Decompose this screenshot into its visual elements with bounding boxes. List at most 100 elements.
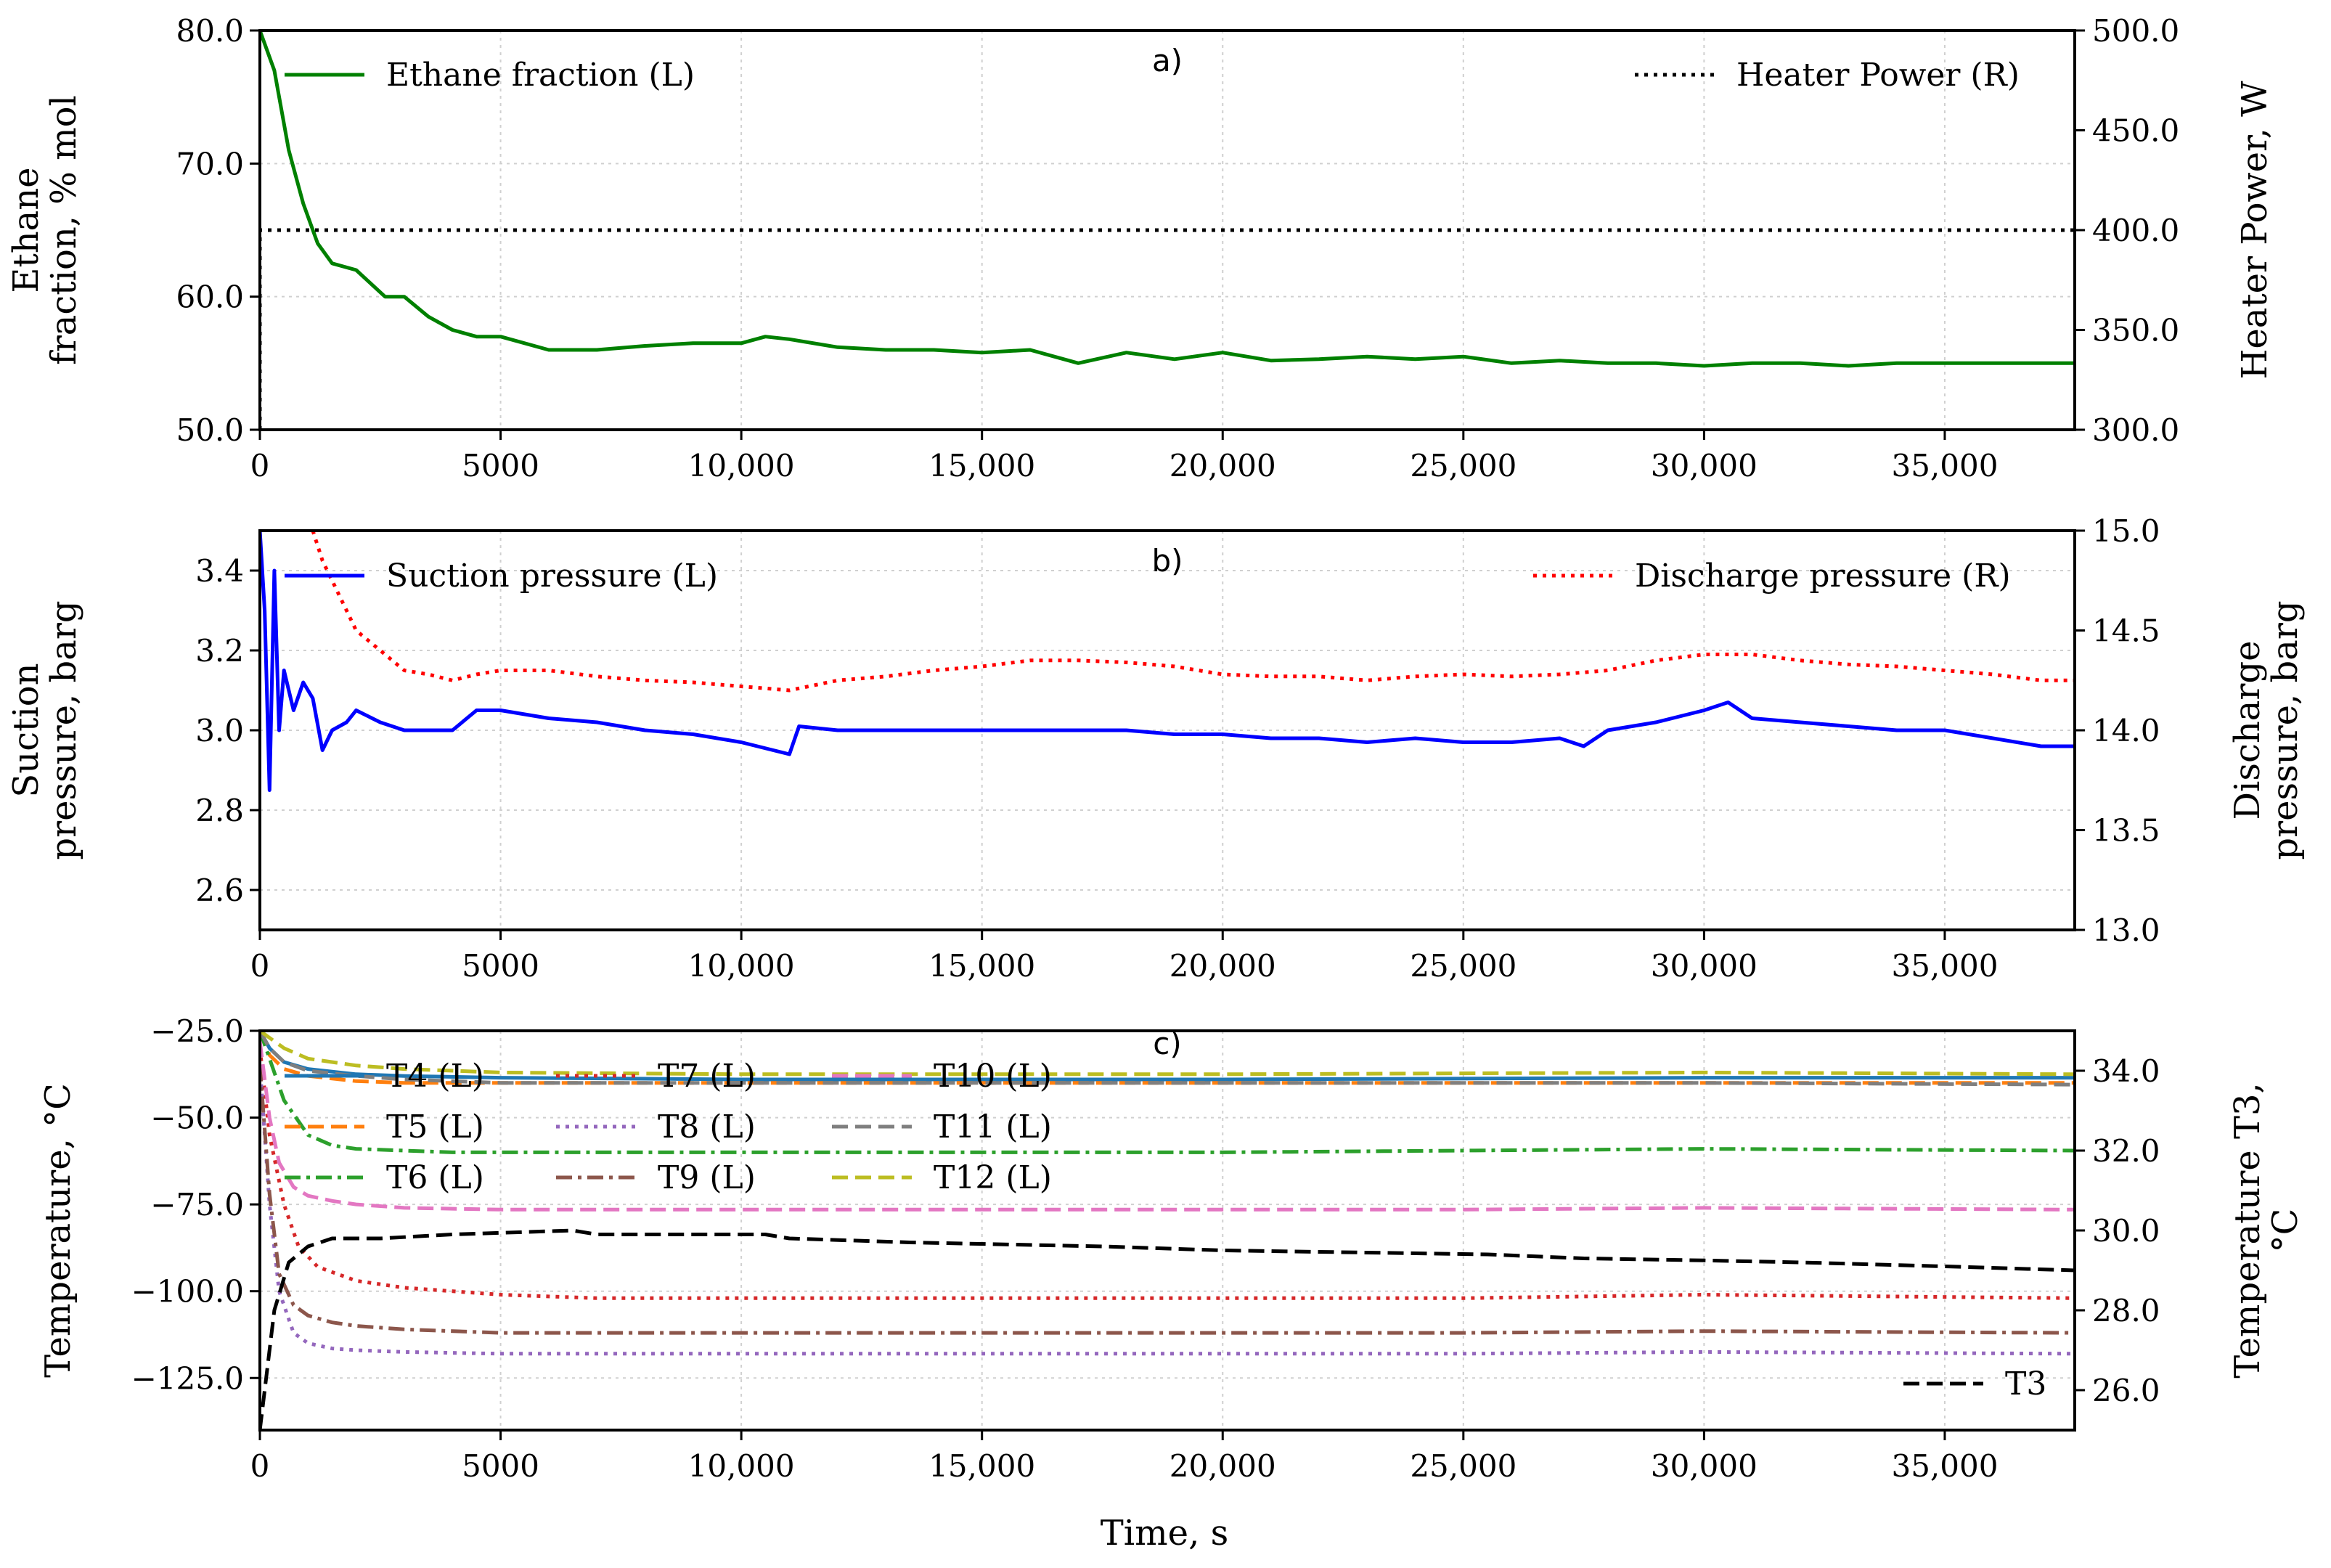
legend-label: Suction pressure (L) <box>386 558 718 595</box>
y-right-tick-label: 34.0 <box>2092 1053 2160 1089</box>
y-right-tick-label: 450.0 <box>2092 113 2179 149</box>
y-right-tick-label: 32.0 <box>2092 1133 2160 1169</box>
x-tick-label: 35,000 <box>1891 948 1998 984</box>
y-right-tick-label: 14.0 <box>2092 713 2160 748</box>
y-right-tick-label: 13.0 <box>2092 912 2160 948</box>
legend-entry: Discharge pressure (R) <box>1533 558 2011 595</box>
legend-label: T6 (L) <box>386 1159 484 1196</box>
x-tick-label: 25,000 <box>1410 1448 1516 1484</box>
x-tick-label: 35,000 <box>1891 448 1998 483</box>
legend-label: T3 <box>2005 1365 2046 1402</box>
legend-entry: T6 (L) <box>285 1159 484 1196</box>
x-tick-label: 20,000 <box>1169 948 1276 984</box>
y-left-tick-label: 3.0 <box>195 713 244 748</box>
y-right-axis-label: pressure, barg <box>2265 600 2306 859</box>
x-tick-label: 0 <box>250 948 270 984</box>
x-tick-label: 20,000 <box>1169 448 1276 483</box>
x-tick-label: 35,000 <box>1891 1448 1998 1484</box>
y-right-tick-label: 26.0 <box>2092 1373 2160 1408</box>
series-group <box>260 1031 2075 1430</box>
x-tick-label: 5000 <box>462 1448 539 1484</box>
y-left-axis-label: fraction, % mol <box>44 95 84 365</box>
y-left-tick-label: −125.0 <box>131 1360 244 1396</box>
series-line-t11 <box>260 1031 2075 1087</box>
x-tick-label: 10,000 <box>688 948 795 984</box>
y-right-axis-label: °C <box>2265 1209 2306 1253</box>
legend-label: Ethane fraction (L) <box>386 57 695 94</box>
legend-entry: T5 (L) <box>285 1108 484 1146</box>
y-left-tick-label: 2.6 <box>195 873 244 908</box>
y-right-axis-label: Heater Power, W <box>2234 81 2275 380</box>
panel-label: c) <box>1153 1026 1181 1061</box>
legend-entry: T12 (L) <box>832 1159 1052 1196</box>
legend-entry: T4 (L) <box>285 1058 484 1095</box>
x-tick-label: 30,000 <box>1651 1448 1758 1484</box>
chart-panels: 0 5000 10,000 15,000 20,000 25,000 30,000 35,00… <box>6 13 2306 1484</box>
y-left-tick-label: −50.0 <box>150 1101 244 1136</box>
series-line-t7 <box>260 1048 2075 1300</box>
panel-2: 0 5000 10,000 15,000 20,000 25,000 30,000 35,00… <box>6 513 2306 984</box>
series-group <box>260 531 2075 792</box>
legend-entry: T9 (L) <box>556 1159 756 1196</box>
series-group <box>260 30 2075 430</box>
y-right-tick-label: 13.5 <box>2092 813 2160 849</box>
y-left-tick-label: 3.2 <box>195 633 244 669</box>
y-left-tick-label: 70.0 <box>176 146 244 181</box>
plot-frame <box>258 29 2076 431</box>
series-line-t6 <box>260 1031 2075 1154</box>
legend-label: Discharge pressure (R) <box>1635 558 2011 595</box>
legend-label: T8 (L) <box>658 1108 756 1146</box>
panel-label: a) <box>1152 43 1183 78</box>
legend-label: T7 (L) <box>658 1058 756 1095</box>
legend-entry: T8 (L) <box>556 1108 756 1146</box>
x-tick-label: 10,000 <box>688 448 795 483</box>
y-right-tick-label: 400.0 <box>2092 213 2179 248</box>
x-tick-label: 0 <box>250 1448 270 1484</box>
series-line-suction <box>260 531 2075 792</box>
y-left-tick-label: 3.4 <box>195 553 244 589</box>
y-left-tick-label: −75.0 <box>150 1187 244 1222</box>
x-tick-label: 30,000 <box>1651 948 1758 984</box>
y-left-tick-label: 50.0 <box>176 412 244 448</box>
y-right-tick-label: 14.5 <box>2092 613 2160 649</box>
panel-3: 0 5000 10,000 15,000 20,000 25,000 30,000 35,00… <box>38 1013 2306 1484</box>
legend-label: T5 (L) <box>386 1108 484 1146</box>
series-line-heater <box>260 228 2075 430</box>
y-right-tick-label: 300.0 <box>2092 412 2179 448</box>
legend-entry: Ethane fraction (L) <box>285 57 695 94</box>
y-right-tick-label: 15.0 <box>2092 513 2160 549</box>
legend-label: Heater Power (R) <box>1736 57 2020 94</box>
x-tick-label: 15,000 <box>928 948 1035 984</box>
legend-entry: T3 <box>1903 1365 2046 1402</box>
x-tick-label: 15,000 <box>928 448 1035 483</box>
series-line-t10 <box>260 1040 2075 1212</box>
legend-label: T9 (L) <box>658 1159 756 1196</box>
y-right-tick-label: 28.0 <box>2092 1293 2160 1328</box>
legend-entry: T10 (L) <box>832 1058 1052 1095</box>
series-line-t12 <box>260 1031 2075 1077</box>
x-tick-label: 10,000 <box>688 1448 795 1484</box>
y-right-axis-label: Discharge <box>2227 641 2268 820</box>
legend-label: T12 (L) <box>934 1159 1052 1196</box>
legend-entry: T7 (L) <box>556 1058 756 1095</box>
y-left-tick-label: −100.0 <box>131 1274 244 1310</box>
legend-entry: Suction pressure (L) <box>285 558 718 595</box>
legend-label: T11 (L) <box>934 1108 1052 1146</box>
panel-label: b) <box>1151 543 1183 579</box>
y-left-tick-label: 2.8 <box>195 793 244 828</box>
y-left-tick-label: 60.0 <box>176 279 244 315</box>
series-line-t3 <box>260 1228 2075 1430</box>
y-left-axis-label: Temperature, °C <box>38 1083 78 1378</box>
legend-entry: T11 (L) <box>832 1108 1052 1146</box>
x-tick-label: 0 <box>250 448 270 483</box>
y-right-axis-label: Temperature T3, <box>2227 1082 2268 1379</box>
y-right-tick-label: 30.0 <box>2092 1213 2160 1249</box>
x-tick-label: 25,000 <box>1410 448 1516 483</box>
y-left-axis-label: Ethane <box>6 167 46 293</box>
x-tick-label: 25,000 <box>1410 948 1516 984</box>
x-tick-label: 5000 <box>462 948 539 984</box>
panel-1: 0 5000 10,000 15,000 20,000 25,000 30,000 35,00… <box>6 13 2275 483</box>
plot-frame <box>258 1029 2076 1432</box>
series-line-ethane <box>260 30 2075 368</box>
